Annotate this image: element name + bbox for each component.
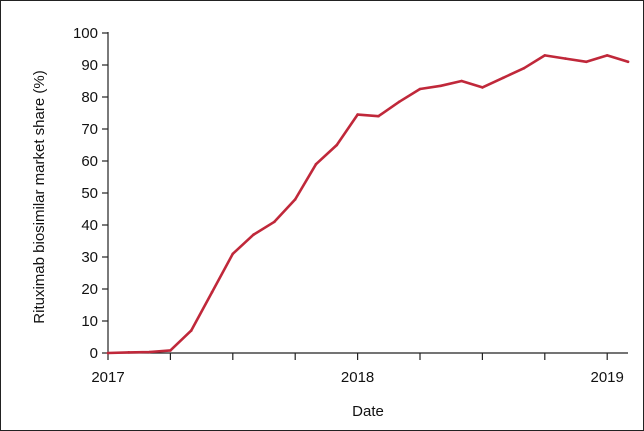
y-tick-label: 30 (81, 249, 98, 266)
data-point (314, 162, 318, 166)
y-tick-label: 70 (81, 121, 98, 138)
data-point (293, 198, 297, 201)
data-point (605, 54, 609, 57)
data-point (252, 233, 255, 236)
y-tick-label: 0 (90, 345, 98, 362)
y-axis-title: Rituximab biosimilar market share (%) (31, 70, 48, 323)
axes (107, 32, 628, 354)
data-point (522, 66, 526, 70)
data-point (148, 350, 151, 354)
x-tick-label: 2017 (91, 369, 124, 386)
data-point (189, 329, 193, 332)
data-point (377, 114, 380, 118)
data-point (564, 57, 567, 60)
data-point (418, 87, 422, 91)
data-point (501, 76, 505, 80)
data-point (273, 220, 276, 224)
y-tick-label: 20 (81, 281, 98, 298)
y-tick-label: 10 (81, 313, 98, 330)
data-point (543, 54, 547, 57)
data-point (127, 351, 131, 354)
y-tick-label: 40 (81, 217, 98, 234)
data-point (460, 79, 463, 83)
y-tick-label: 50 (81, 185, 98, 202)
y-tick-label: 100 (73, 25, 98, 42)
data-point (231, 252, 235, 256)
data-point (106, 351, 110, 355)
data-point (439, 84, 443, 88)
data-point (356, 113, 359, 116)
x-tick-label: 2019 (591, 369, 624, 386)
data-point (397, 100, 401, 104)
x-axis-ticks: 2017 2018 2019 (91, 353, 624, 386)
data-point (626, 60, 630, 64)
y-tick-label: 80 (81, 89, 98, 106)
data-point (169, 349, 172, 352)
series-group (106, 54, 630, 355)
x-axis-title: Date (352, 403, 384, 420)
data-point (585, 60, 588, 64)
series-line (106, 54, 630, 355)
data-point (210, 290, 214, 294)
x-tick-label: 2018 (341, 369, 374, 386)
y-tick-label: 60 (81, 153, 98, 170)
y-tick-label: 90 (81, 57, 98, 74)
data-point (481, 86, 484, 89)
y-axis-ticks: 0 10 20 30 40 50 60 70 80 90 100 (73, 25, 108, 362)
data-point (335, 143, 339, 147)
